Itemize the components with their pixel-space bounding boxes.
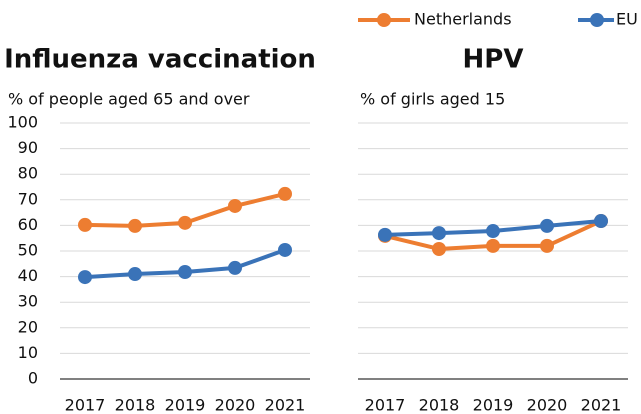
y-tick-label: 50	[18, 241, 38, 260]
legend-marker	[377, 13, 391, 27]
x-tick-label: 2021	[581, 396, 622, 414]
marker	[128, 267, 142, 282]
marker	[432, 226, 446, 241]
y-tick-label: 10	[18, 343, 38, 362]
marker	[228, 198, 242, 213]
marker	[486, 238, 500, 253]
y-tick-label: 20	[18, 317, 38, 336]
marker	[78, 270, 92, 285]
marker	[486, 224, 500, 239]
y-tick-label: 0	[28, 369, 38, 388]
chart-title: HPV	[463, 45, 524, 75]
x-tick-label: 2018	[115, 396, 156, 414]
marker	[178, 215, 192, 230]
marker	[432, 241, 446, 256]
y-tick-label: 30	[18, 292, 38, 311]
marker	[540, 238, 554, 253]
x-tick-label: 2020	[215, 396, 256, 414]
y-tick-label: 80	[18, 164, 38, 183]
marker	[540, 218, 554, 233]
x-tick-label: 2021	[265, 396, 306, 414]
legend-marker	[590, 13, 604, 27]
x-tick-label: 2017	[365, 396, 406, 414]
marker	[128, 218, 142, 233]
y-tick-label: 40	[18, 266, 38, 285]
legend-label: EU	[616, 10, 638, 29]
legend-label: Netherlands	[414, 10, 512, 29]
chart-subtitle: % of girls aged 15	[360, 90, 505, 109]
y-tick-label: 90	[18, 138, 38, 157]
marker	[78, 217, 92, 232]
y-tick-label: 70	[18, 189, 38, 208]
chart-subtitle: % of people aged 65 and over	[8, 90, 250, 109]
marker	[278, 186, 292, 201]
x-tick-label: 2018	[419, 396, 460, 414]
x-tick-label: 2019	[473, 396, 514, 414]
marker	[278, 242, 292, 257]
x-tick-label: 2019	[165, 396, 206, 414]
marker	[228, 260, 242, 275]
marker	[378, 227, 392, 242]
chart-title: Influenza vaccination	[4, 45, 316, 75]
x-tick-label: 2020	[527, 396, 568, 414]
y-tick-label: 60	[18, 215, 38, 234]
y-tick-label: 100	[7, 113, 38, 132]
marker	[594, 214, 608, 229]
x-tick-label: 2017	[65, 396, 106, 414]
marker	[178, 264, 192, 279]
